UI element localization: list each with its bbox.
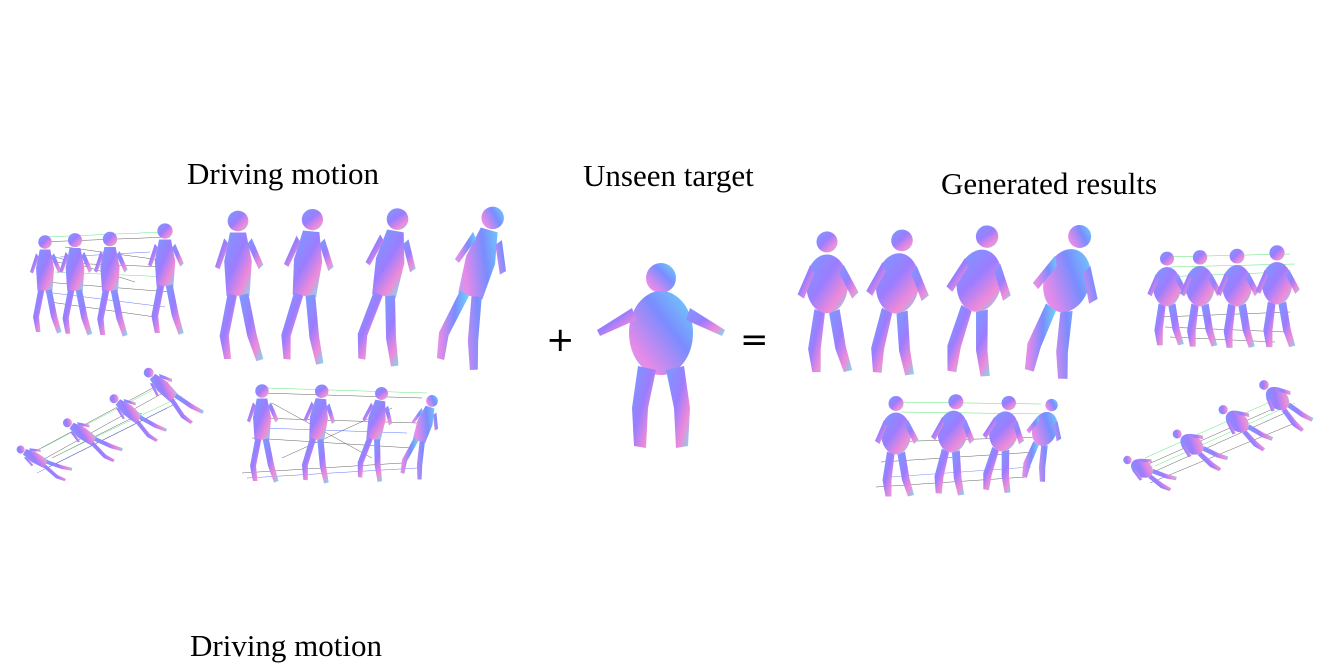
generated-correspondence-strip-2 — [875, 392, 1072, 497]
generated-results-label: Generated results — [941, 166, 1158, 201]
driving-correspondence-strip-3 — [241, 382, 448, 484]
unseen-target-figure — [597, 263, 725, 448]
driving-motion-label-cutoff: Driving motion — [190, 628, 383, 663]
generated-correspondence-strip-1 — [1147, 245, 1300, 348]
generated-correspondence-strip-3 — [1117, 371, 1317, 497]
driving-motion-sequence — [215, 200, 523, 373]
unseen-target-label: Unseen target — [583, 158, 754, 193]
driving-motion-label: Driving motion — [187, 156, 380, 191]
driving-correspondence-strip-2 — [12, 360, 205, 485]
generated-motion-sequence — [797, 216, 1116, 384]
equals-operator: = — [740, 320, 769, 360]
driving-correspondence-strip-1 — [30, 223, 184, 337]
plus-operator: + — [546, 320, 575, 360]
